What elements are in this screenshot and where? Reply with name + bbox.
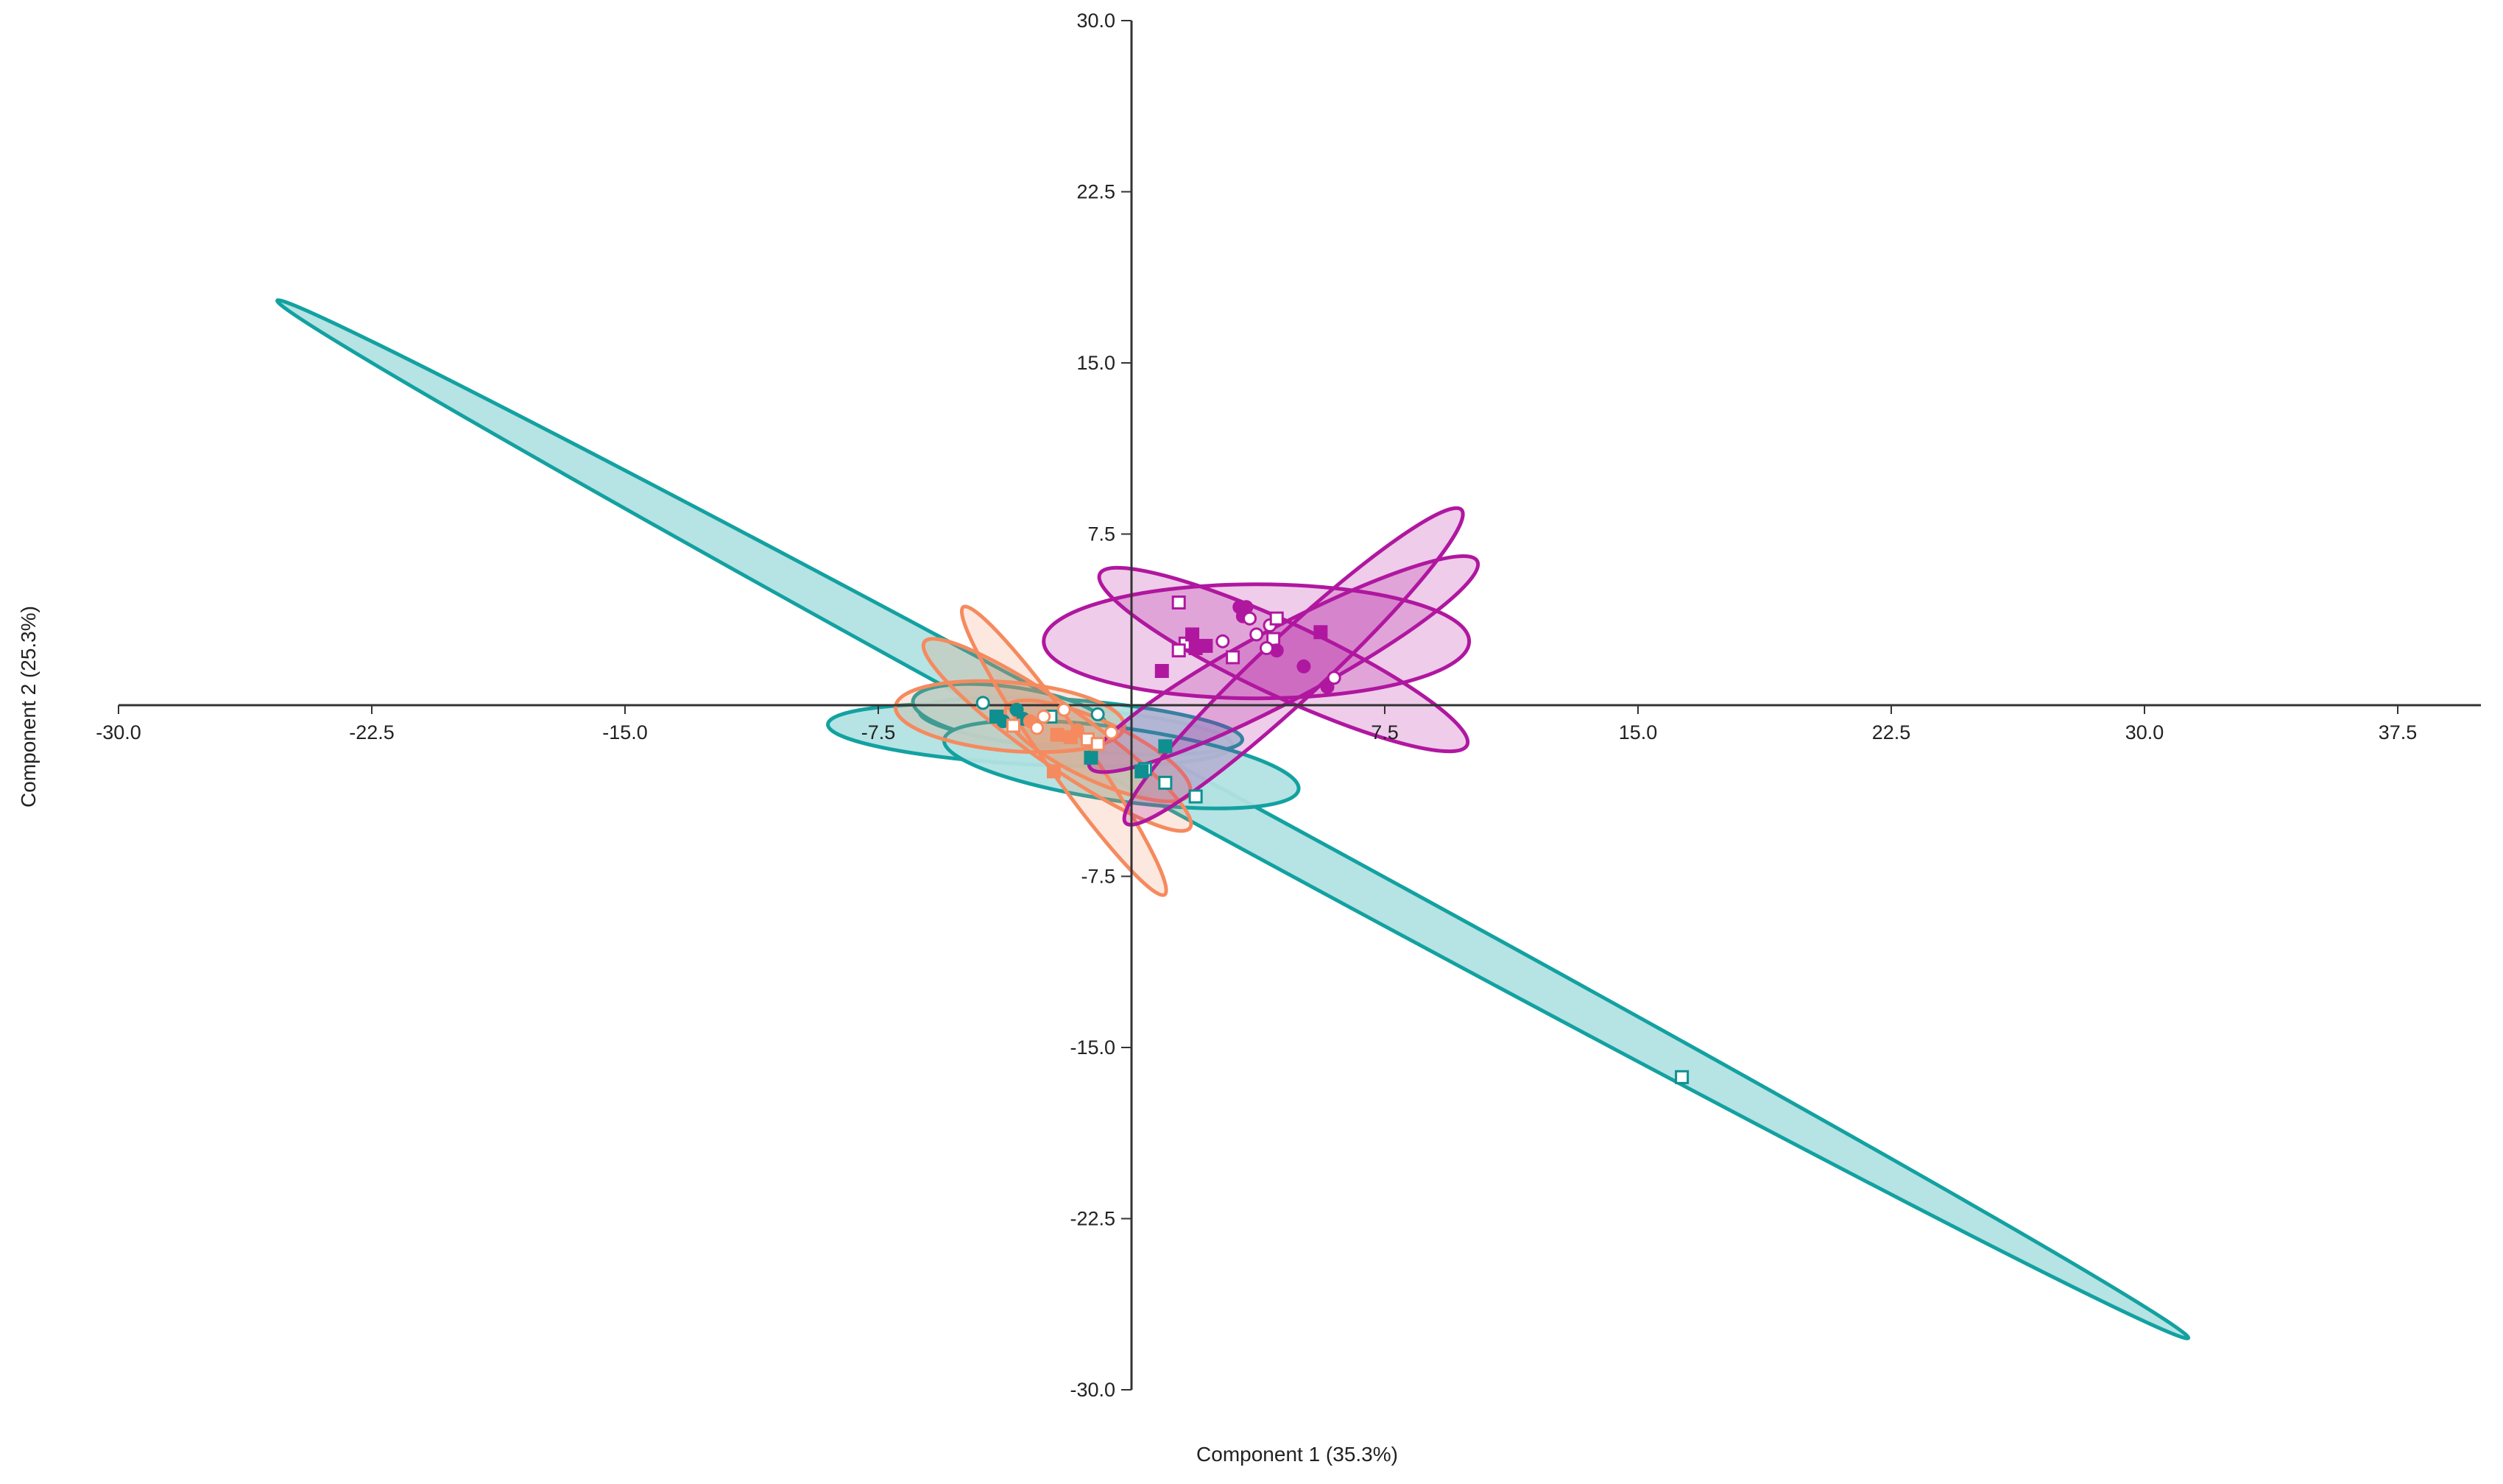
magenta-square-filled-point [1154, 664, 1169, 678]
y-tick-label: -22.5 [1070, 1208, 1115, 1230]
magenta-circle-open-point [1249, 627, 1264, 642]
magenta-circle-open-point [1327, 671, 1341, 685]
x-tick-label: -15.0 [602, 721, 648, 743]
magenta-circle-open-point [1215, 634, 1230, 649]
y-tick-label: -7.5 [1081, 866, 1115, 888]
teal-square-open-point [1188, 789, 1203, 804]
magenta-circle-open-point [1259, 641, 1274, 655]
x-tick-label: 7.5 [1371, 721, 1399, 743]
x-tick-label: 30.0 [2125, 721, 2164, 743]
orange-circle-open-point [1037, 710, 1051, 724]
axis-ticks: -30.0 -22.5 -15.0 -7.5 7.5 15.0 22.5 30.0 37.5 30… [96, 10, 2417, 1401]
teal-square-open-point [1158, 775, 1173, 790]
orange-square-filled-point [1050, 727, 1065, 742]
magenta-circle-filled-point [1232, 600, 1247, 615]
magenta-square-open-point [1269, 611, 1284, 626]
teal-circle-open-point [1090, 707, 1105, 721]
magenta-circle-open-point [1243, 611, 1257, 626]
orange-circle-open-point [1030, 721, 1045, 735]
magenta-square-open-point [1171, 643, 1186, 658]
confidence-ellipses [275, 298, 2191, 1340]
orange-square-filled-point [1047, 764, 1062, 779]
x-tick-label: -30.0 [96, 721, 141, 743]
teal-square-filled-point [1134, 764, 1149, 779]
axes [119, 21, 2481, 1390]
y-tick-label: 15.0 [1076, 352, 1115, 374]
data-points [975, 596, 1690, 1084]
teal-circle-filled-point [1009, 702, 1024, 717]
y-tick-label: -30.0 [1070, 1379, 1115, 1401]
orange-square-open-point [1006, 718, 1020, 733]
x-axis-title: Component 1 (35.3%) [1196, 1443, 1398, 1466]
teal-circle-open-point [975, 696, 990, 710]
y-tick-label: 30.0 [1076, 10, 1115, 32]
y-axis-title: Component 2 (25.3%) [17, 606, 40, 808]
y-tick-label: 7.5 [1087, 523, 1115, 545]
orange-circle-open-point [1104, 725, 1118, 740]
magenta-circle-filled-point [1320, 679, 1335, 694]
y-tick-label: 22.5 [1076, 181, 1115, 203]
x-tick-label: 15.0 [1619, 721, 1658, 743]
orange-circle-open-point [1056, 702, 1071, 717]
magenta-square-filled-point [1198, 638, 1213, 653]
x-tick-label: -7.5 [861, 721, 896, 743]
magenta-confidence-ellipse [1087, 554, 1480, 774]
teal-square-open-point [1675, 1070, 1690, 1084]
teal-square-filled-point [1084, 750, 1098, 765]
y-tick-label: -15.0 [1070, 1036, 1115, 1059]
x-tick-label: 37.5 [2379, 721, 2418, 743]
orange-circle-filled-point [1070, 723, 1085, 738]
x-tick-label: 22.5 [1872, 721, 1911, 743]
teal-square-filled-point [1158, 739, 1173, 754]
magenta-square-open-point [1226, 650, 1240, 665]
teal-square-filled-point [989, 710, 1004, 724]
magenta-square-open-point [1171, 596, 1186, 610]
x-tick-label: -22.5 [349, 721, 395, 743]
magenta-square-filled-point [1313, 625, 1328, 640]
magenta-square-filled-point [1185, 627, 1200, 642]
teal-confidence-ellipse [275, 298, 2191, 1340]
orange-square-open-point [1090, 737, 1105, 752]
magenta-circle-filled-point [1296, 659, 1311, 674]
